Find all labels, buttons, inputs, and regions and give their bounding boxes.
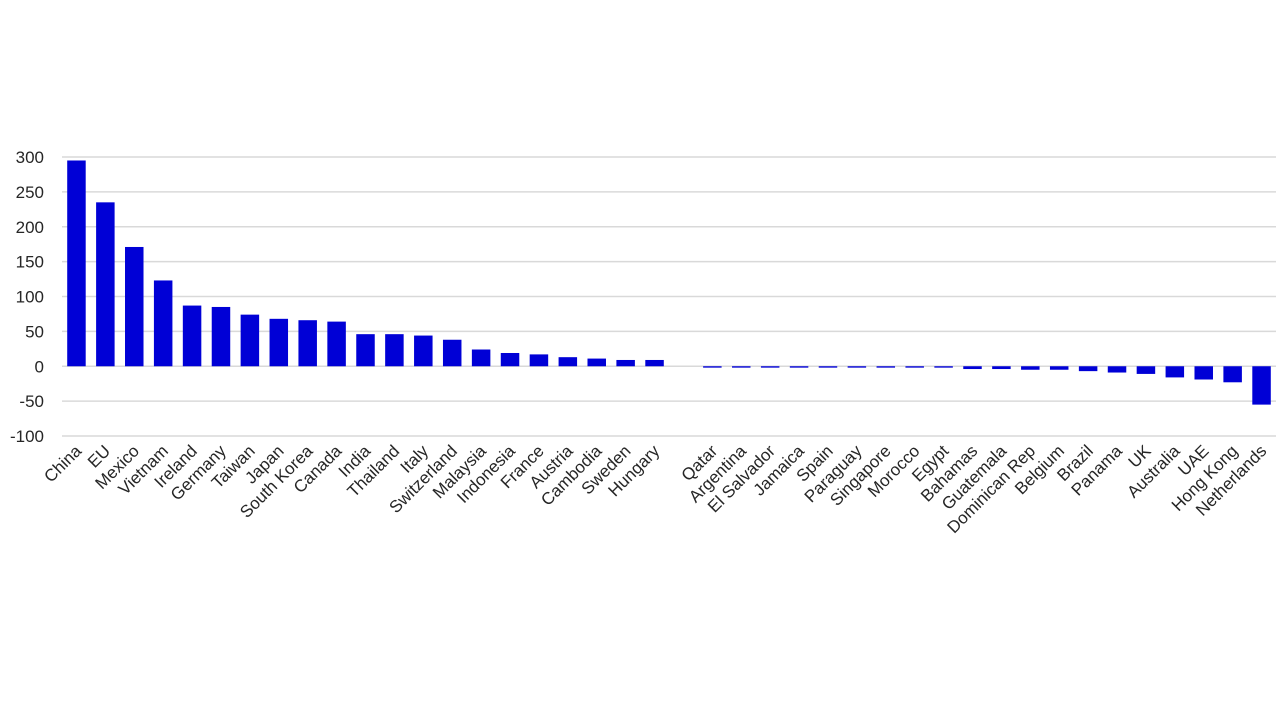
bar-qatar: [703, 366, 722, 368]
bar-canada: [327, 321, 346, 367]
bar-south-korea: [298, 320, 317, 367]
bar-morocco: [905, 366, 924, 368]
bar-paraguay: [847, 366, 867, 368]
bar-netherlands: [1252, 366, 1271, 405]
bar-thailand: [385, 334, 404, 367]
bar-brazil: [1078, 366, 1098, 372]
y-tick-label: -50: [19, 392, 44, 411]
bar-australia: [1165, 366, 1185, 378]
bar-spain: [818, 366, 838, 368]
bar-hungary: [645, 359, 664, 367]
gridlines: [62, 156, 1276, 437]
bar-india: [356, 334, 375, 367]
bar-singapore: [876, 366, 896, 368]
bar-austria: [558, 357, 578, 367]
bar-japan: [269, 318, 289, 367]
bar-el-salvador: [760, 366, 780, 368]
y-tick-label: 300: [16, 148, 44, 167]
bar-hong-kong: [1223, 366, 1242, 383]
y-tick-label: 50: [25, 322, 44, 341]
bar-guatemala: [992, 366, 1011, 370]
y-axis-tick-labels: 300 250 200 150 100 50 0 -50 -100: [10, 148, 44, 446]
bar-jamaica: [789, 366, 809, 368]
x-axis-tick-labels: ChinaEUMexicoVietnamIrelandGermanyTaiwan…: [40, 441, 1270, 537]
bar-panama: [1107, 366, 1127, 373]
bar-vietnam: [153, 280, 173, 367]
bar-dominican-rep: [1021, 366, 1040, 370]
bar-germany: [211, 306, 231, 367]
bars: [67, 160, 1271, 405]
y-tick-label: 150: [16, 253, 44, 272]
y-tick-label: 100: [16, 288, 44, 307]
bar-switzerland: [442, 339, 462, 367]
bar-indonesia: [500, 352, 520, 367]
bar-cambodia: [587, 358, 606, 367]
bar-eu: [96, 202, 115, 367]
bar-china: [67, 160, 86, 367]
bar-belgium: [1049, 366, 1069, 370]
bar-italy: [414, 335, 433, 367]
y-tick-label: 250: [16, 183, 44, 202]
bar-bahamas: [963, 366, 982, 370]
y-tick-label: -100: [10, 427, 44, 446]
bar-taiwan: [240, 314, 260, 367]
bar-argentina: [732, 366, 751, 368]
bar-mexico: [125, 246, 144, 367]
bar-ireland: [182, 305, 202, 367]
bar-uk: [1136, 366, 1156, 374]
bar-egypt: [934, 366, 953, 368]
bar-uae: [1194, 366, 1213, 380]
y-tick-label: 0: [35, 357, 44, 376]
bar-sweden: [616, 359, 635, 367]
bar-france: [529, 354, 549, 367]
bar-malaysia: [471, 349, 491, 367]
y-tick-label: 200: [16, 218, 44, 237]
x-tick-label: China: [40, 441, 85, 486]
